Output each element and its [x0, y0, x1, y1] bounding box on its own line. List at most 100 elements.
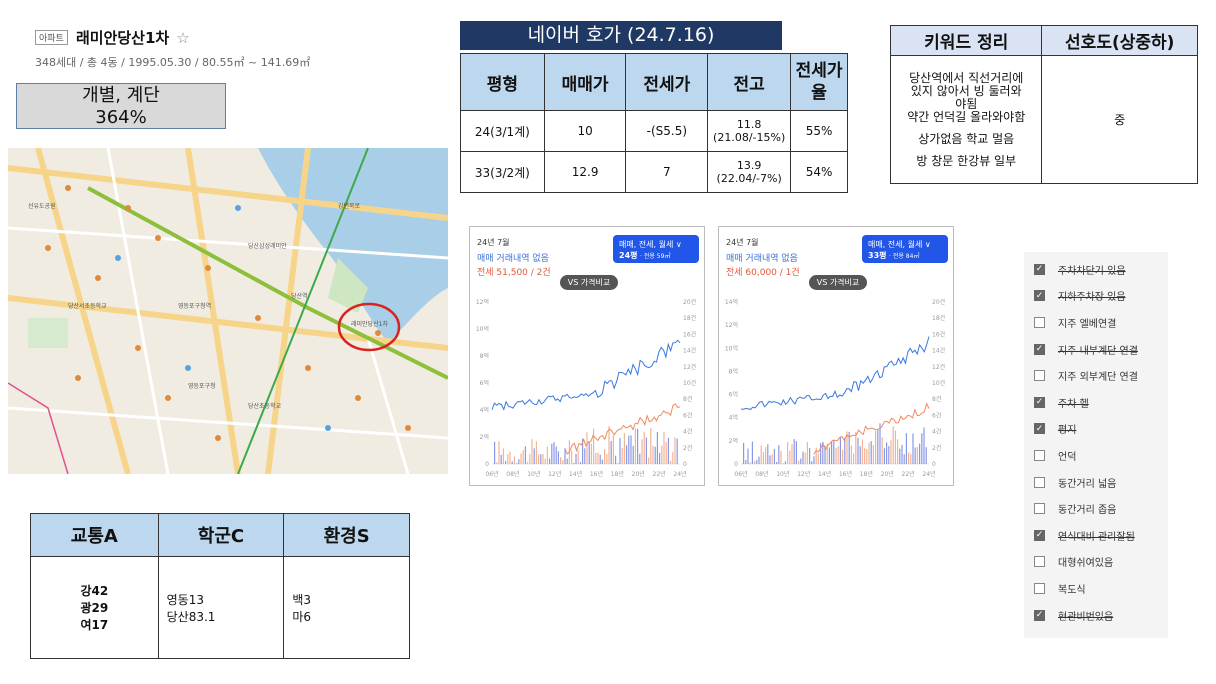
volume-bar: [659, 452, 661, 464]
chart-date: 24년 7월: [477, 238, 510, 247]
selector-label: 매매, 전세, 월세 ∨: [868, 240, 931, 249]
volume-bar: [529, 453, 531, 464]
unchecked-checkbox-icon[interactable]: [1034, 370, 1045, 382]
unchecked-checkbox-icon[interactable]: [1034, 476, 1045, 488]
volume-bar: [828, 447, 830, 464]
price-chart-24: 24년 7월 매매 거래내역 없음 전세 51,500 / 2건 매매, 전세,…: [469, 226, 705, 486]
size-sub-label: · 전용 59㎡: [640, 253, 671, 260]
volume-bar: [665, 441, 667, 464]
volume-bar: [859, 446, 861, 464]
y-right-tick-label: 2건: [683, 444, 692, 452]
y-left-tick-label: 0: [485, 461, 489, 468]
cell-sale: 10: [543, 110, 627, 152]
volume-bar: [870, 441, 872, 464]
checklist-item[interactable]: 대형쉬여있음: [1024, 549, 1168, 576]
checklist-item[interactable]: ✓ 주차 헬: [1024, 389, 1168, 416]
volume-bar: [892, 426, 894, 464]
unchecked-checkbox-icon[interactable]: [1034, 582, 1045, 594]
volume-bar: [608, 425, 610, 464]
x-tick-label: 24년: [922, 470, 935, 478]
checklist-item[interactable]: ✓ 지주 내부계단 연결: [1024, 336, 1168, 363]
x-tick-label: 16년: [590, 470, 603, 478]
selector-label: 매매, 전세, 월세 ∨: [619, 240, 682, 249]
volume-bar: [758, 456, 760, 464]
volume-bar: [520, 453, 522, 464]
grade-table: 교통A 학군C 환경S 강42 광29 여17 영동13 당산83.1 백3 마…: [30, 513, 410, 659]
favorite-star-icon[interactable]: ☆: [176, 28, 190, 47]
volume-bar: [919, 443, 921, 464]
cell-high: 13.9 (22.04/-7%): [707, 151, 792, 193]
volume-bar: [494, 441, 496, 464]
header-rate: 전세가율: [790, 53, 848, 111]
checklist-label: 언덕: [1058, 451, 1077, 463]
header-keywords: 키워드 정리: [889, 25, 1043, 56]
y-right-tick-label: 20건: [932, 298, 945, 306]
unchecked-checkbox-icon[interactable]: [1034, 449, 1045, 461]
map-label-school2: 당산초등학교: [248, 402, 282, 410]
checklist-item[interactable]: ✓ 주차차단기 있음: [1024, 256, 1168, 283]
checklist-item[interactable]: 복도식: [1024, 575, 1168, 602]
volume-bar: [645, 437, 647, 464]
header-type: 평형: [460, 53, 545, 111]
apartment-name: 래미안당산1차: [75, 29, 170, 47]
volume-bar: [670, 460, 672, 464]
volume-bar: [923, 427, 925, 464]
volume-bar: [566, 458, 568, 464]
checked-checkbox-icon[interactable]: ✓: [1034, 290, 1045, 302]
volume-bar: [538, 454, 540, 464]
checklist-label: 평지: [1058, 425, 1077, 437]
volume-bar: [595, 452, 597, 464]
x-tick-label: 22년: [902, 470, 915, 478]
unchecked-checkbox-icon[interactable]: [1034, 316, 1045, 328]
checklist-label: 지주 외부계단 연결: [1058, 372, 1138, 384]
keyword-notes: 당산역에서 직선거리에 있지 않아서 빙 둘러와 야됨 약간 언덕길 올라와야함…: [889, 55, 1043, 184]
deal-type-selector[interactable]: 매매, 전세, 월세 ∨ 24평 · 전용 59㎡: [613, 235, 699, 263]
volume-bar: [743, 442, 745, 464]
volume-bar: [502, 448, 504, 464]
volume-bar: [914, 447, 916, 464]
checklist-item[interactable]: 지주 외부계단 연결: [1024, 362, 1168, 389]
checked-checkbox-icon[interactable]: ✓: [1034, 609, 1045, 621]
checked-checkbox-icon[interactable]: ✓: [1034, 423, 1045, 435]
header-school: 학군C: [157, 513, 285, 557]
volume-bar: [881, 437, 883, 464]
keyword-line: 당산역에서 직선거리에: [909, 70, 1024, 85]
x-tick-label: 10년: [776, 470, 789, 478]
checklist-item[interactable]: 언덕: [1024, 442, 1168, 469]
environment-item: 마6: [292, 609, 312, 624]
checklist-item[interactable]: 지주 엘베연결: [1024, 309, 1168, 336]
checked-checkbox-icon[interactable]: ✓: [1034, 263, 1045, 275]
checked-checkbox-icon[interactable]: ✓: [1034, 343, 1045, 355]
x-tick-label: 16년: [839, 470, 852, 478]
checklist-item[interactable]: ✓ 현관비번있음: [1024, 602, 1168, 629]
volume-bar: [820, 443, 822, 464]
checklist-item[interactable]: 동간거리 좁음: [1024, 495, 1168, 522]
volume-bar: [791, 444, 793, 464]
compare-button[interactable]: VS 가격비교: [809, 275, 867, 290]
deal-type-selector[interactable]: 매매, 전세, 월세 ∨ 33평 · 전용 84㎡: [862, 235, 948, 263]
checked-checkbox-icon[interactable]: ✓: [1034, 396, 1045, 408]
location-map[interactable]: 당산역 영등포구청역 래미안당산1차 당산삼성래미안 당산서초등학교 영등포구청…: [8, 148, 448, 474]
volume-bar: [868, 442, 870, 464]
checklist-item[interactable]: ✓ 지하주차장 있음: [1024, 283, 1168, 310]
volume-bar: [612, 435, 614, 464]
chart-plot: 12억 10억 8억 6억 4억 2억 0 20건 18건 16건 14건 12건 10건 8건 6건 4건 2…: [476, 298, 696, 478]
volume-bar: [663, 431, 665, 464]
x-tick-label: 14년: [818, 470, 831, 478]
checked-checkbox-icon[interactable]: ✓: [1034, 529, 1045, 541]
environment-item: 백3: [292, 592, 312, 607]
school-item: 당산83.1: [166, 609, 216, 624]
volume-bar: [555, 446, 557, 464]
unchecked-checkbox-icon[interactable]: [1034, 556, 1045, 568]
checklist-item[interactable]: 동간거리 넓음: [1024, 469, 1168, 496]
checklist-item[interactable]: ✓ 평지: [1024, 416, 1168, 443]
x-tick-label: 14년: [569, 470, 582, 478]
transport-item: 광29: [80, 601, 109, 615]
map-svg: 당산역 영등포구청역 래미안당산1차 당산삼성래미안 당산서초등학교 영등포구청…: [8, 148, 448, 474]
compare-button[interactable]: VS 가격비교: [560, 275, 618, 290]
volume-bar: [623, 433, 625, 464]
map-label-guchung-station: 영등포구청역: [178, 302, 211, 310]
checklist-item[interactable]: ✓ 연식대비 관리잘됨: [1024, 522, 1168, 549]
x-tick-label: 10년: [527, 470, 540, 478]
unchecked-checkbox-icon[interactable]: [1034, 503, 1045, 515]
